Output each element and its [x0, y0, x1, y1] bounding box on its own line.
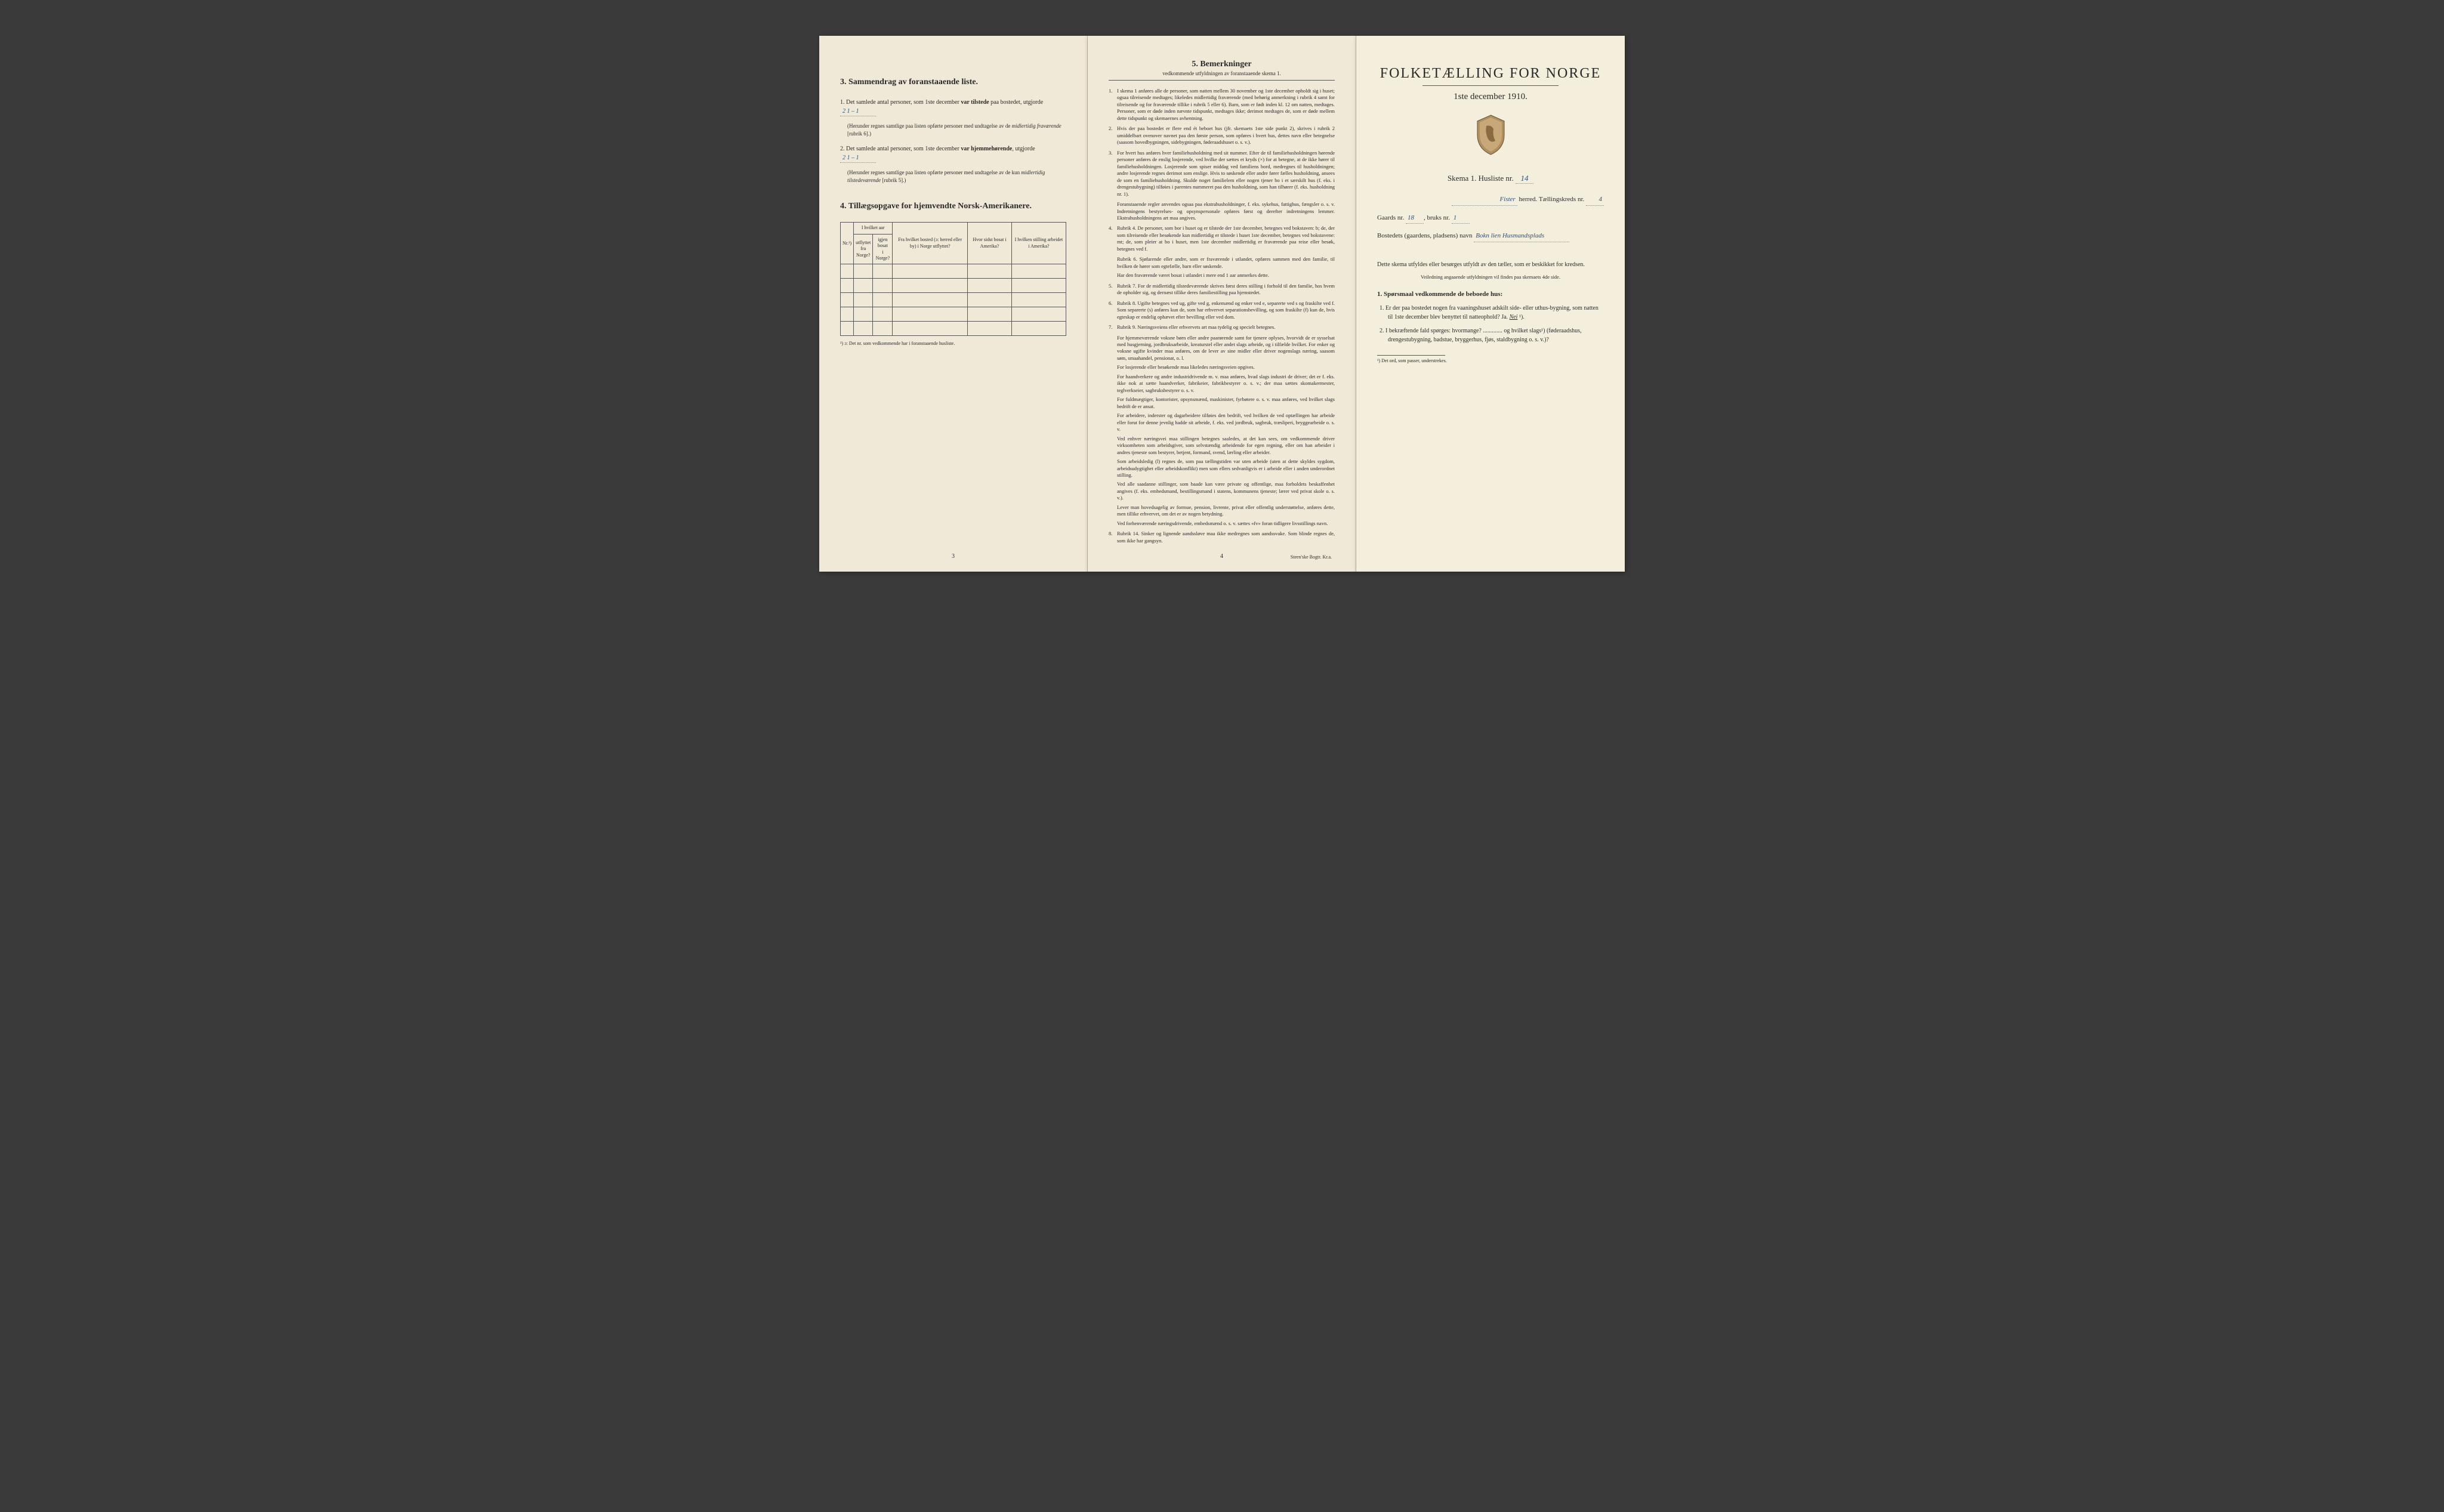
remark-5: 5.Rubrik 7. For de midlertidig tilstedev…	[1109, 283, 1335, 297]
printer-mark: Steen'ske Bogtr. Kr.a.	[1291, 554, 1332, 560]
skema-line: Skema 1. Husliste nr. 14	[1377, 174, 1604, 184]
gaard-line: Gaards nr. 18, bruks nr. 1	[1377, 213, 1604, 224]
page-middle: 5. Bemerkninger vedkommende utfyldningen…	[1088, 36, 1356, 572]
remark-4b: Rubrik 6. Sjøfarende eller andre, som er…	[1117, 256, 1335, 270]
remark-7j: Lever man hovedsagelig av formue, pensio…	[1117, 504, 1335, 518]
sec3-heading: 3. Sammendrag av foranstaaende liste.	[840, 78, 1066, 87]
remark-7k: Ved forhenværende næringsdrivende, embed…	[1117, 520, 1335, 527]
instruction-text: Dette skema utfyldes eller besørges utfy…	[1377, 260, 1604, 269]
page-number: 3	[952, 553, 955, 560]
paren-note-2: (Herunder regnes samtlige paa listen opf…	[847, 169, 1066, 184]
q1-nei: Nei	[1510, 314, 1518, 320]
remark-7c: For losjerende eller besøkende maa likel…	[1117, 364, 1335, 371]
table-row	[841, 264, 1066, 279]
th-from: Fra hvilket bosted (ɔ: herred eller by) …	[893, 223, 968, 264]
herred-line: Fister herred. Tællingskreds nr. 4	[1377, 195, 1604, 206]
remark-7f: For arbeidere, inderster og dagarbeidere…	[1117, 412, 1335, 433]
crest-icon	[1474, 114, 1507, 156]
kreds-nr: 4	[1586, 195, 1604, 206]
norsk-amerikanere-table: Nr.¹) I hvilket aar Fra hvilket bosted (…	[840, 222, 1066, 336]
table-footnote: ¹) ɔ: Det nr. som vedkommende har i fora…	[840, 341, 1066, 346]
remarks-sub: vedkommende utfyldningen av foranstaaend…	[1109, 70, 1335, 81]
bruks-nr: 1	[1452, 213, 1470, 224]
remark-4c: Har den fraværende været bosat i utlande…	[1117, 272, 1335, 279]
question-1: 1. Er der paa bostedet nogen fra vaaning…	[1388, 304, 1604, 322]
item1-post: paa bostedet, utgjorde	[989, 99, 1044, 106]
page-right: FOLKETÆLLING FOR NORGE 1ste december 191…	[1356, 36, 1625, 572]
paren-note-1: (Herunder regnes samtlige paa listen opf…	[847, 122, 1066, 137]
item1-value: 2 1 – 1	[840, 107, 876, 116]
item2-value: 2 1 – 1	[840, 153, 876, 163]
herred-value: Fister	[1452, 195, 1517, 206]
item2-pre: 2. Det samlede antal personer, som 1ste …	[840, 146, 961, 152]
gaard-nr: 18	[1406, 213, 1424, 224]
bosted-value: Bokn lien Husmandsplads	[1474, 231, 1569, 242]
item1-pre: 1. Det samlede antal personer, som 1ste …	[840, 99, 961, 106]
census-date: 1ste december 1910.	[1377, 92, 1604, 102]
item1-bold: var tilstede	[961, 99, 989, 106]
remark-7g: Ved enhver næringsvei maa stillingen bet…	[1117, 436, 1335, 456]
footnote-text: ¹) Det ord, som passer, understrekes.	[1377, 358, 1604, 363]
remark-7h: Som arbeidsledig (l) regnes de, som paa …	[1117, 458, 1335, 479]
page-number: 4	[1220, 553, 1223, 560]
th-out: utflyttetfraNorge?	[854, 234, 873, 264]
husliste-nr: 14	[1516, 174, 1533, 184]
item2-post: , utgjorde	[1012, 146, 1035, 152]
remark-7e: For fuldmægtiger, kontorister, opsynsmæn…	[1117, 396, 1335, 410]
remark-7d: For haandverkere og andre industridriven…	[1117, 374, 1335, 394]
remark-2: 2.Hvis der paa bostedet er flere end ét …	[1109, 125, 1335, 146]
bosted-line: Bostedets (gaardens, pladsens) navn Bokn…	[1377, 231, 1604, 242]
remark-3: 3.For hvert hus anføres hver familiehush…	[1109, 150, 1335, 198]
remark-7b: For hjemmeværende voksne børn eller andr…	[1117, 335, 1335, 362]
page-left: 3. Sammendrag av foranstaaende liste. 1.…	[819, 36, 1088, 572]
remark-1: 1.I skema 1 anføres alle de personer, so…	[1109, 88, 1335, 122]
th-nr: Nr.¹)	[841, 223, 854, 264]
th-job: I hvilken stilling arbeidet i Amerika?	[1011, 223, 1066, 264]
question-heading: 1. Spørsmaal vedkommende de beboede hus:	[1377, 291, 1604, 298]
remark-7: 7.Rubrik 9. Næringsveiens eller erhverve…	[1109, 324, 1335, 331]
question-2: 2. I bekræftende fald spørges: hvormange…	[1388, 326, 1604, 344]
remark-8: 8.Rubrik 14. Sinker og lignende aandsslø…	[1109, 530, 1335, 544]
summary-item-2: 2. Det samlede antal personer, som 1ste …	[840, 144, 1066, 163]
remark-7i: Ved alle saadanne stillinger, som baade …	[1117, 481, 1335, 501]
summary-item-1: 1. Det samlede antal personer, som 1ste …	[840, 98, 1066, 116]
th-year-group: I hvilket aar	[854, 223, 893, 234]
table-row	[841, 279, 1066, 293]
th-where: Hvor sidst bosat i Amerika?	[968, 223, 1012, 264]
title-rule	[1422, 85, 1559, 86]
sec4-heading: 4. Tillægsopgave for hjemvendte Norsk-Am…	[840, 202, 1066, 211]
guidance-note: Veiledning angaaende utfyldningen vil fi…	[1377, 274, 1604, 280]
coat-of-arms	[1377, 114, 1604, 159]
item2-bold: var hjemmehørende	[961, 146, 1012, 152]
main-title: FOLKETÆLLING FOR NORGE	[1377, 66, 1604, 82]
remarks-title: 5. Bemerkninger	[1109, 60, 1335, 69]
table-row	[841, 293, 1066, 307]
th-back: igjenbosati Norge?	[873, 234, 893, 264]
table-row	[841, 322, 1066, 336]
remark-6: 6.Rubrik 8. Ugifte betegnes ved ug, gift…	[1109, 300, 1335, 320]
footnote-rule	[1377, 355, 1445, 356]
remark-4: 4.Rubrik 4. De personer, som bor i huset…	[1109, 225, 1335, 252]
remark-3b: Foranstaaende regler anvendes ogsaa paa …	[1117, 201, 1335, 221]
table-row	[841, 307, 1066, 322]
